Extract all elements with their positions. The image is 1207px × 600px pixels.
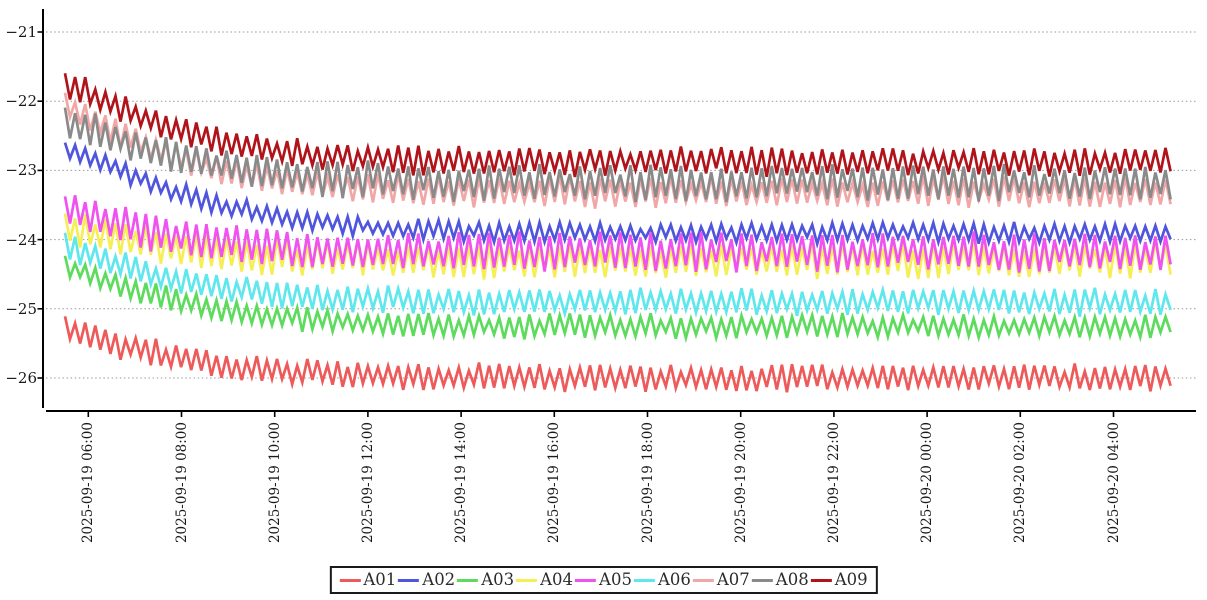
- y-tick-label: −25: [5, 299, 37, 318]
- series-line-A03: [63, 255, 1172, 344]
- series-line-A09: [63, 72, 1172, 178]
- y-tick-label: −24: [5, 230, 37, 249]
- legend-item-A06: A06: [633, 569, 691, 591]
- legend-item-A03: A03: [457, 569, 514, 591]
- legend-swatch-A05: [575, 578, 597, 582]
- y-tick-label: −23: [5, 161, 37, 180]
- series-line-A08: [63, 107, 1172, 203]
- y-tick-label: −26: [5, 369, 37, 387]
- legend-swatch-A03: [457, 578, 479, 582]
- legend-item-A04: A04: [516, 569, 573, 591]
- y-tick-label: −21: [5, 23, 37, 41]
- legend-swatch-A09: [810, 578, 832, 582]
- legend: A01 A02 A03 A04 A05 A06 A07 A08 A09: [329, 566, 878, 594]
- legend-item-A08: A08: [751, 569, 809, 591]
- legend-label: A03: [481, 570, 515, 589]
- y-tick-label: −22: [5, 92, 37, 111]
- legend-item-A01: A01: [339, 569, 396, 591]
- legend-item-A05: A05: [575, 569, 632, 591]
- legend-label: A04: [540, 570, 574, 589]
- legend-label: A06: [657, 570, 691, 589]
- legend-label: A01: [363, 570, 397, 589]
- legend-label: A08: [775, 570, 809, 589]
- legend-swatch-A02: [398, 578, 420, 582]
- legend-label: A07: [716, 570, 750, 589]
- legend-swatch-A06: [633, 578, 655, 582]
- legend-swatch-A01: [339, 578, 361, 582]
- series-line-A05: [63, 195, 1172, 273]
- legend-item-A02: A02: [398, 569, 455, 591]
- legend-label: A05: [599, 570, 632, 589]
- legend-swatch-A04: [516, 578, 538, 582]
- legend-label: A09: [834, 570, 868, 589]
- series-line-A06: [63, 232, 1172, 320]
- series-line-A02: [63, 140, 1172, 249]
- legend-swatch-A08: [751, 578, 773, 582]
- legend-item-A07: A07: [692, 569, 750, 591]
- legend-swatch-A07: [692, 578, 714, 582]
- series-line-A01: [63, 316, 1172, 394]
- legend-item-A09: A09: [810, 569, 868, 591]
- legend-label: A02: [422, 570, 456, 589]
